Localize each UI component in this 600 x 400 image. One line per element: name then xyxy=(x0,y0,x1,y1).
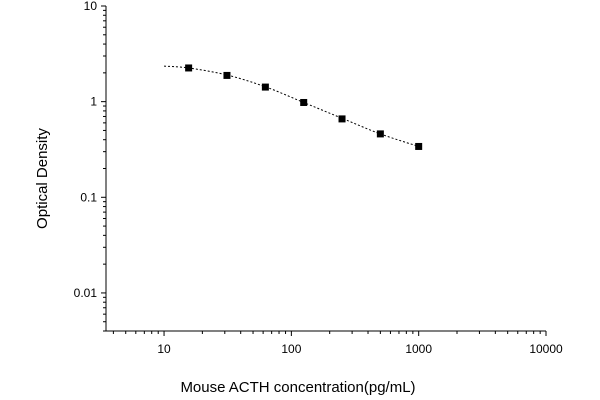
ticks: 10 100 1000 10000 0.01 0.1 1 10 xyxy=(74,0,563,356)
data-point xyxy=(185,64,193,72)
x-tick-label: 1000 xyxy=(405,342,432,356)
data-point xyxy=(261,83,269,91)
y-tick-label: 1 xyxy=(90,95,97,109)
data-points xyxy=(185,64,423,150)
x-tick-label: 100 xyxy=(281,342,301,356)
x-tick-label: 10000 xyxy=(529,342,563,356)
y-tick-label: 0.1 xyxy=(80,190,97,204)
x-tick-label: 10 xyxy=(157,342,171,356)
data-point xyxy=(338,115,346,123)
x-axis-title: Mouse ACTH concentration(pg/mL) xyxy=(180,379,415,396)
axes xyxy=(105,6,546,332)
data-point xyxy=(376,130,384,138)
data-point xyxy=(223,71,231,79)
y-axis-title: Optical Density xyxy=(34,128,51,229)
y-tick-label: 10 xyxy=(84,0,98,13)
y-tick-label: 0.01 xyxy=(74,286,98,300)
data-point xyxy=(415,142,423,150)
data-point xyxy=(300,98,308,106)
